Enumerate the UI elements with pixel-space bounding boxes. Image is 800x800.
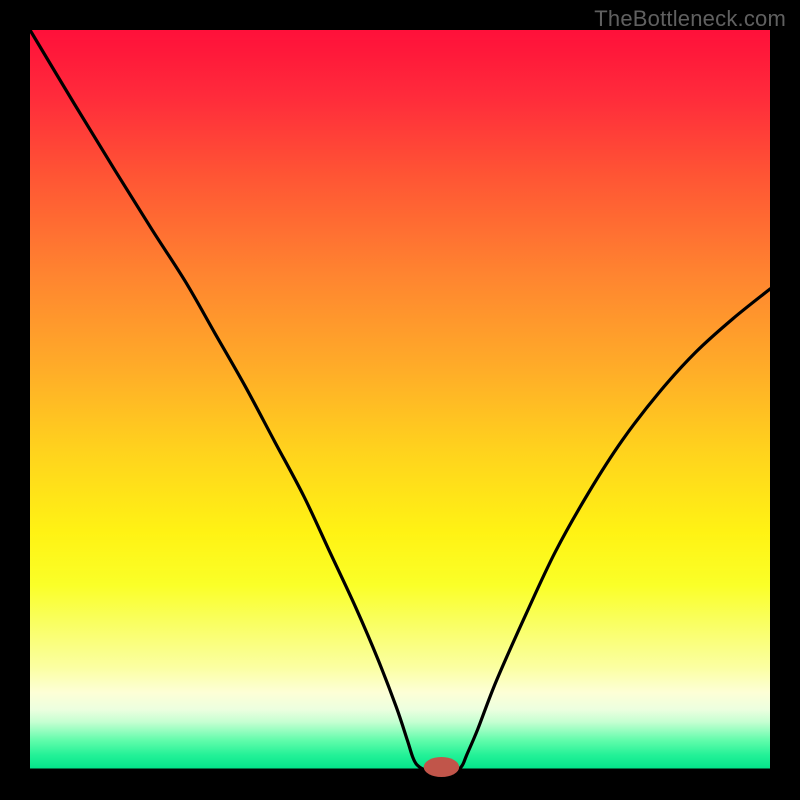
watermark-text: TheBottleneck.com [594,6,786,32]
bottleneck-chart [0,0,800,800]
